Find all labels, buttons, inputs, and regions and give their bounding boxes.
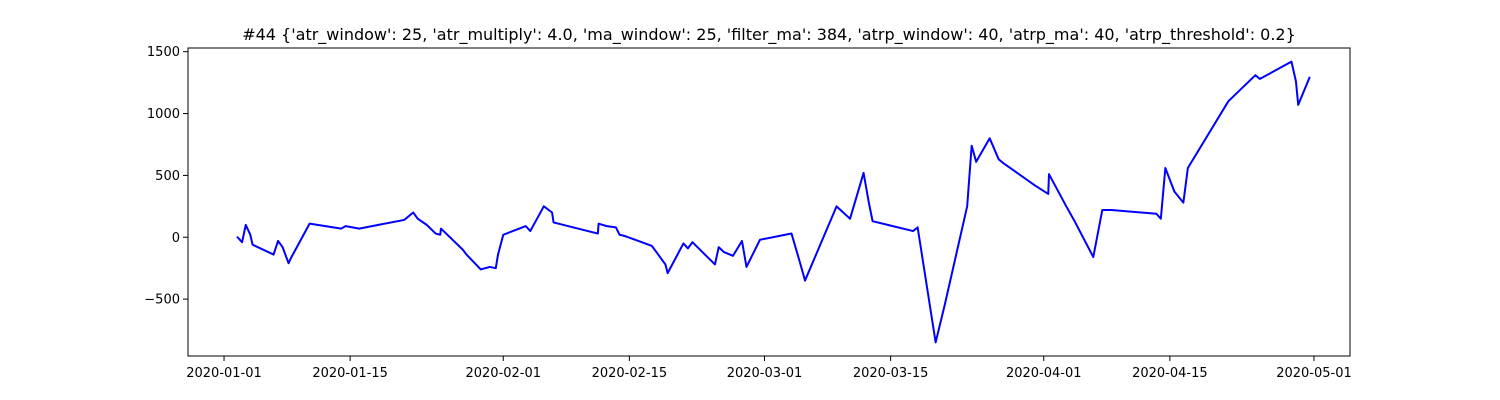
x-tick-label: 2020-04-15 [1132, 366, 1208, 381]
x-tick-label: 2020-02-01 [465, 366, 541, 381]
x-tick-label: 2020-01-01 [186, 366, 262, 381]
plot-data-layer [236, 60, 1311, 344]
y-tick-label: 1000 [147, 107, 180, 122]
y-tick-label: 1500 [147, 45, 180, 60]
y-tick-label: −500 [144, 293, 180, 308]
x-tick-label: 2020-03-01 [727, 366, 803, 381]
y-tick-label: 500 [155, 169, 180, 184]
x-tick-label: 2020-01-15 [312, 366, 388, 381]
plot-frame [187, 47, 1351, 357]
x-tick-label: 2020-03-15 [853, 366, 929, 381]
y-tick-label: 0 [172, 231, 180, 246]
series-line-0 [236, 60, 1311, 344]
x-tick-label: 2020-02-15 [592, 366, 668, 381]
axes-layer: 2020-01-01 2020-01-15 2020-02-01 2020-02-15… [144, 45, 1351, 381]
x-tick-label: 2020-04-01 [1006, 366, 1082, 381]
x-tick-label: 2020-05-01 [1276, 366, 1352, 381]
chart-title: #44 {'atr_window': 25, 'atr_multiply': 4… [242, 25, 1296, 45]
